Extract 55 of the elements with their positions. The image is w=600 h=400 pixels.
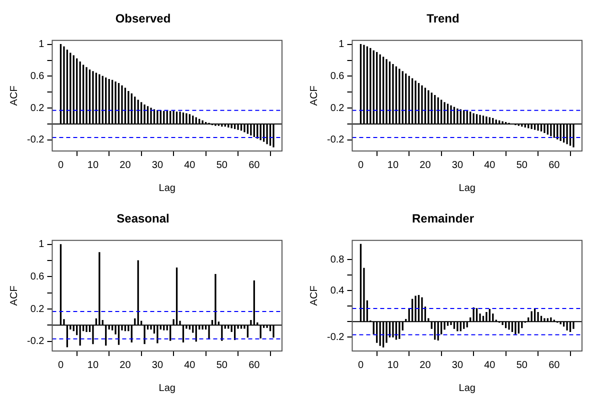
y-tick-label: -0.2 xyxy=(326,332,345,343)
chart-title: Remainder xyxy=(412,212,474,226)
x-axis-title: Lag xyxy=(158,382,176,394)
y-tick-label: 0.8 xyxy=(330,254,345,266)
chart-title: Trend xyxy=(426,12,460,26)
x-tick-label: 60 xyxy=(548,160,560,171)
x-tick-label: 20 xyxy=(120,160,132,171)
chart-title: Observed xyxy=(115,12,171,26)
x-tick-label: 30 xyxy=(152,160,164,171)
x-tick-label: 50 xyxy=(516,360,528,371)
x-axis-title: Lag xyxy=(158,182,176,194)
x-tick-label: 60 xyxy=(248,160,260,171)
x-tick-label: 20 xyxy=(420,360,432,371)
x-axis-title: Lag xyxy=(458,182,476,194)
y-tick-label: -0.2 xyxy=(26,134,45,146)
x-tick-label: 50 xyxy=(216,160,228,171)
x-tick-label: 0 xyxy=(358,160,364,171)
y-tick-label: -0.2 xyxy=(326,134,345,146)
y-tick-label: 0.2 xyxy=(330,102,345,114)
x-tick-label: 40 xyxy=(184,360,196,371)
chart-title: Seasonal xyxy=(116,212,170,226)
x-tick-label: 50 xyxy=(216,360,228,371)
x-tick-label: 40 xyxy=(184,160,196,171)
y-axis-title: ACF xyxy=(308,286,320,306)
x-tick-label: 0 xyxy=(358,360,364,371)
x-tick-label: 40 xyxy=(484,360,496,371)
y-tick-label: 1 xyxy=(338,39,345,50)
y-tick-label: 1 xyxy=(38,239,45,250)
x-tick-label: 10 xyxy=(387,360,399,371)
y-axis-title: ACF xyxy=(8,86,20,106)
x-tick-label: 10 xyxy=(387,160,399,171)
y-tick-label: 0.6 xyxy=(330,70,345,82)
y-tick-label: 0.4 xyxy=(330,285,345,296)
y-tick-label: 0.6 xyxy=(30,70,45,82)
x-tick-label: 60 xyxy=(548,360,560,371)
y-tick-label: -0.2 xyxy=(26,336,45,348)
y-tick-label: 1 xyxy=(38,39,45,50)
x-tick-label: 30 xyxy=(152,360,164,371)
x-tick-label: 10 xyxy=(87,360,99,371)
x-tick-label: 30 xyxy=(452,160,464,171)
x-tick-label: 60 xyxy=(248,360,260,371)
y-tick-label: 0.2 xyxy=(30,304,45,315)
y-axis-title: ACF xyxy=(8,286,20,306)
x-tick-label: 10 xyxy=(87,160,99,171)
x-tick-label: 0 xyxy=(58,160,64,171)
y-axis-title: ACF xyxy=(308,86,320,106)
x-axis-title: Lag xyxy=(458,382,476,394)
x-tick-label: 30 xyxy=(452,360,464,371)
x-tick-label: 40 xyxy=(484,160,496,171)
x-tick-label: 20 xyxy=(420,160,432,171)
y-tick-label: 0.2 xyxy=(30,102,45,114)
x-tick-label: 0 xyxy=(58,360,64,371)
x-tick-label: 50 xyxy=(516,160,528,171)
y-tick-label: 0.6 xyxy=(30,271,45,282)
x-tick-label: 20 xyxy=(120,360,132,371)
